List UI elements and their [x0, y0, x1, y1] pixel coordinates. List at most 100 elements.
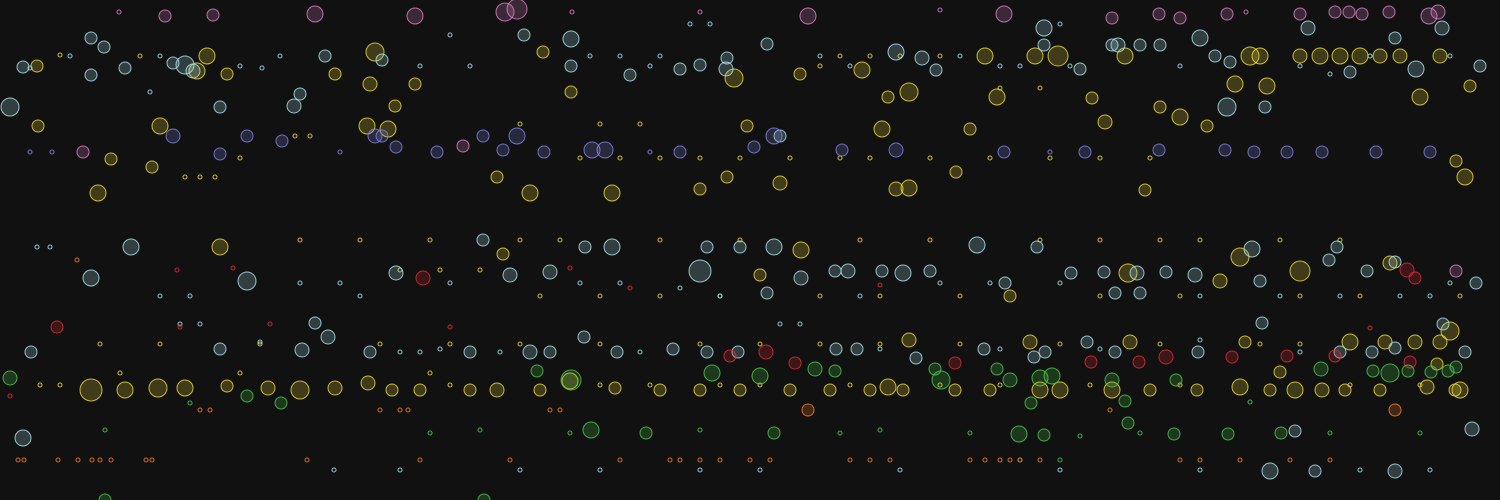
- bubble: [1085, 91, 1099, 105]
- bubble: [977, 342, 991, 356]
- bubble: [1388, 31, 1402, 45]
- bubble: [1377, 334, 1393, 350]
- bubble: [1143, 383, 1157, 397]
- bubble: [177, 321, 183, 327]
- bubble: [997, 145, 1011, 159]
- bubble: [1191, 29, 1209, 47]
- bubble: [1458, 345, 1472, 359]
- bubble: [823, 383, 837, 397]
- bubble: [817, 293, 823, 299]
- bubble: [877, 282, 883, 288]
- bubble: [1031, 381, 1049, 399]
- bubble: [117, 370, 123, 376]
- bubble: [1057, 280, 1063, 286]
- bubble: [788, 356, 802, 370]
- bubble: [477, 427, 483, 433]
- bubble: [927, 237, 933, 243]
- bubble: [1200, 119, 1214, 133]
- bubble: [767, 426, 781, 440]
- bubble: [75, 457, 81, 463]
- bubble: [957, 53, 963, 59]
- bubble: [102, 427, 108, 433]
- bubble: [1401, 364, 1415, 378]
- bubble: [292, 133, 298, 139]
- bubble: [122, 238, 140, 256]
- bubble: [988, 88, 1006, 106]
- bubble: [108, 457, 114, 463]
- bubble: [304, 457, 310, 463]
- bubble: [388, 99, 402, 113]
- bubble: [118, 61, 132, 75]
- bubble: [1328, 5, 1342, 19]
- bubble: [673, 145, 687, 159]
- bubble: [76, 145, 90, 159]
- bubble: [1037, 85, 1043, 91]
- bubble: [97, 457, 103, 463]
- bubble: [677, 457, 683, 463]
- bubble: [707, 21, 713, 27]
- bubble: [1315, 145, 1329, 159]
- bubble: [564, 59, 578, 73]
- bubble: [417, 349, 423, 355]
- bubble: [187, 293, 193, 299]
- bubble: [677, 285, 683, 291]
- bubble: [617, 280, 623, 286]
- bubble: [306, 5, 324, 23]
- bubble: [489, 382, 505, 398]
- bubble: [1419, 379, 1435, 395]
- bubble: [828, 364, 842, 378]
- bubble: [557, 237, 563, 243]
- bubble: [362, 76, 378, 92]
- bubble: [987, 280, 993, 286]
- bubble: [413, 383, 427, 397]
- bubble: [477, 493, 491, 500]
- bubble: [230, 265, 236, 271]
- bubble: [1351, 47, 1369, 65]
- bubble: [237, 63, 243, 69]
- bubble: [1047, 45, 1069, 67]
- bubble: [274, 396, 288, 410]
- bubble: [760, 37, 774, 51]
- bubble: [447, 382, 453, 388]
- bubble: [1080, 335, 1094, 349]
- bubble: [517, 341, 523, 347]
- bubble: [277, 53, 283, 59]
- bubble: [1057, 341, 1063, 347]
- bubble: [1451, 381, 1469, 399]
- bubble: [1243, 240, 1261, 258]
- bubble: [1197, 337, 1203, 343]
- bubble: [1017, 457, 1023, 463]
- bubble: [828, 264, 842, 278]
- bubble: [1078, 145, 1092, 159]
- bubble: [693, 58, 707, 72]
- bubble: [213, 342, 227, 356]
- bubble: [737, 155, 743, 161]
- bubble: [637, 349, 643, 355]
- bubble: [0, 97, 20, 117]
- bubble: [1456, 168, 1474, 186]
- bubble: [582, 421, 600, 439]
- bubble: [1108, 286, 1122, 300]
- bubble: [997, 63, 1003, 69]
- bubble: [1240, 46, 1260, 66]
- bubble: [1043, 367, 1061, 385]
- bubble: [188, 62, 206, 80]
- bubble: [1231, 378, 1249, 396]
- bubble: [375, 53, 389, 67]
- bubble: [476, 129, 490, 143]
- bubble: [367, 128, 383, 144]
- bubble: [1177, 382, 1183, 388]
- bubble: [967, 430, 973, 436]
- bubble: [783, 383, 797, 397]
- bubble: [608, 381, 622, 395]
- bubble: [158, 9, 172, 23]
- bubble: [597, 293, 603, 299]
- bubble: [297, 280, 303, 286]
- bubble: [198, 47, 216, 65]
- bubble: [578, 240, 592, 254]
- bubble: [617, 155, 623, 161]
- bubble: [147, 89, 153, 95]
- bubble: [1277, 237, 1283, 243]
- bubble: [1190, 383, 1204, 397]
